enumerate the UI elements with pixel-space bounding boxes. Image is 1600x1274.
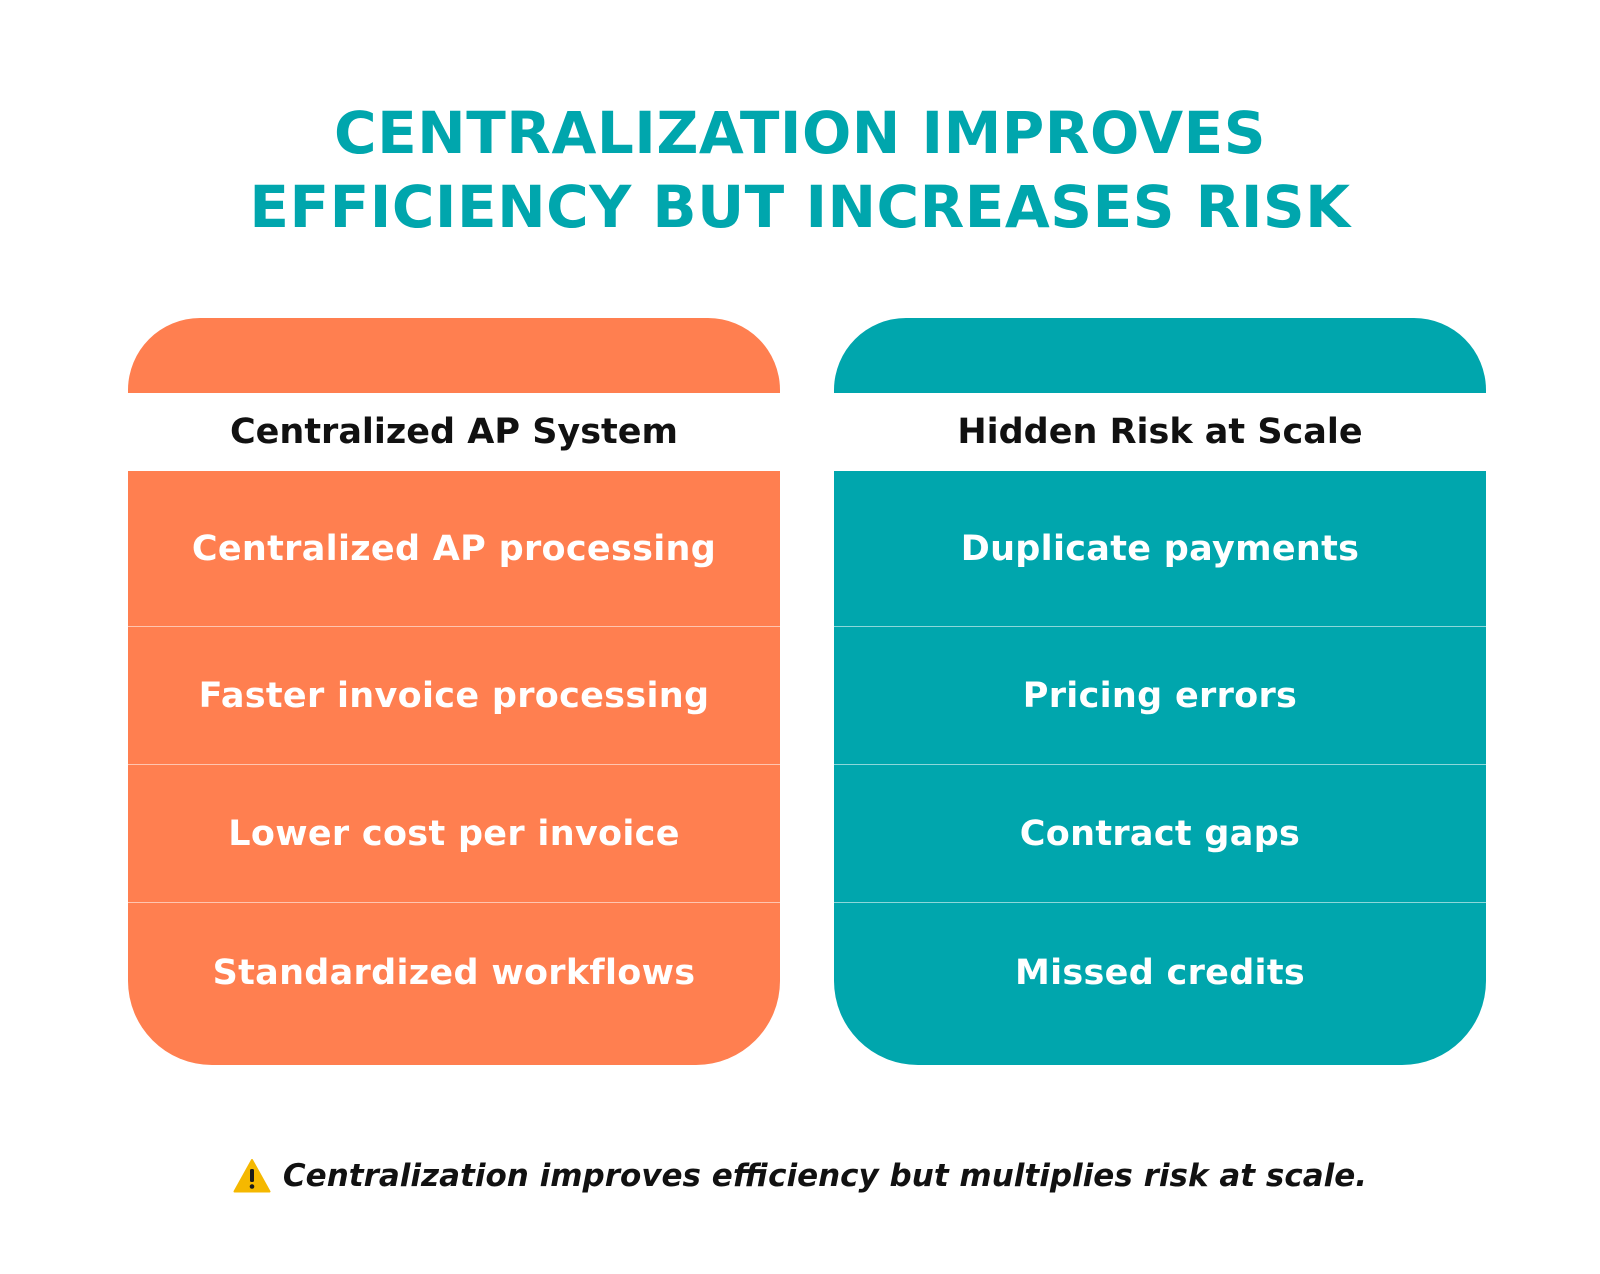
footer-note: Centralization improves efficiency but m…	[0, 1158, 1600, 1194]
footer-text: Centralization improves efficiency but m…	[282, 1158, 1368, 1194]
left-item-4: Standardized workflows	[128, 902, 780, 1065]
centralized-ap-column: Centralized AP System Centralized AP pro…	[128, 318, 780, 1065]
right-column-heading: Hidden Risk at Scale	[834, 393, 1486, 471]
page-title: CENTRALIZATION IMPROVES EFFICIENCY BUT I…	[0, 96, 1600, 244]
warning-icon	[233, 1159, 271, 1193]
right-column-cap	[834, 318, 1486, 393]
right-item-4: Missed credits	[834, 902, 1486, 1065]
left-item-2: Faster invoice processing	[128, 626, 780, 764]
right-column-body: Duplicate payments Pricing errors Contra…	[834, 471, 1486, 1065]
left-item-1: Centralized AP processing	[191, 528, 717, 569]
right-item-3: Contract gaps	[834, 764, 1486, 902]
right-item-2: Pricing errors	[834, 626, 1486, 764]
title-line-1: CENTRALIZATION IMPROVES	[334, 99, 1266, 167]
left-item-3: Lower cost per invoice	[128, 764, 780, 902]
title-line-2: EFFICIENCY BUT INCREASES RISK	[249, 173, 1351, 241]
left-column-body: Centralized AP processing Faster invoice…	[128, 471, 780, 1065]
left-column-cap	[128, 318, 780, 393]
hidden-risk-column: Hidden Risk at Scale Duplicate payments …	[834, 318, 1486, 1065]
right-item-1: Duplicate payments	[960, 528, 1360, 569]
left-column-heading: Centralized AP System	[128, 393, 780, 471]
